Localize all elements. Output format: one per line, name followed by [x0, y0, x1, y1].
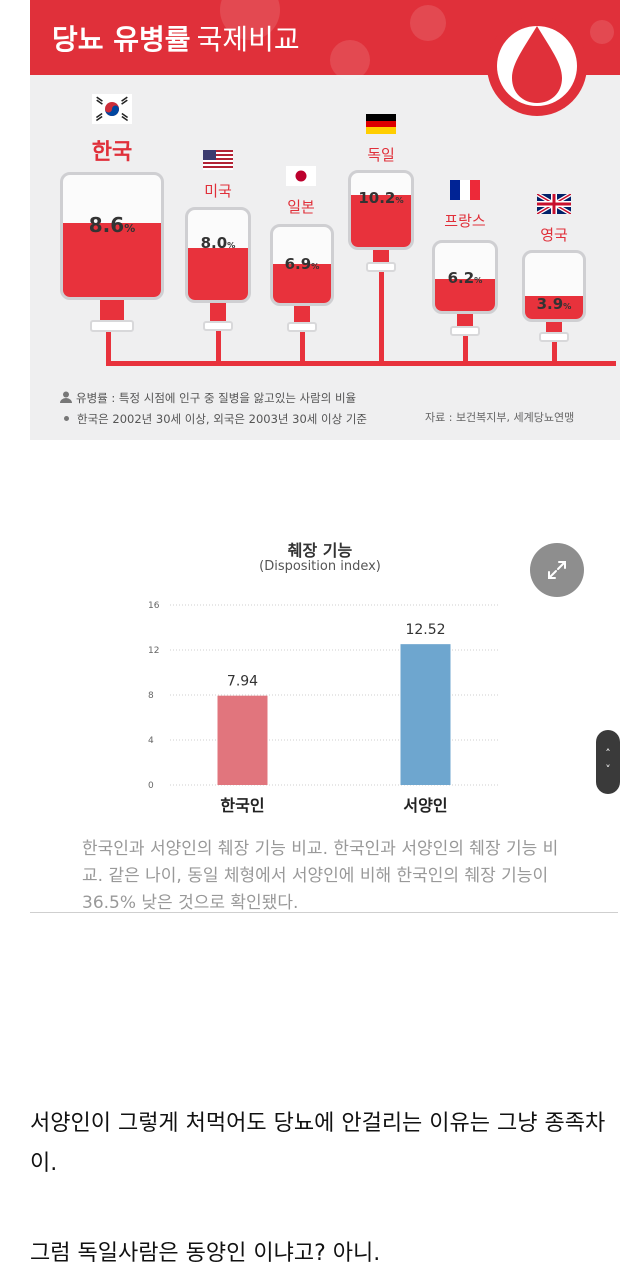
bag-neck	[210, 303, 226, 323]
x-category-label: 한국인	[220, 796, 264, 815]
pipe-segment	[463, 336, 468, 362]
value-label-germany: 10.2%	[358, 189, 404, 207]
bag-fill	[435, 279, 495, 311]
bag-neck	[100, 300, 124, 322]
korea-flag-icon	[92, 94, 132, 124]
note-definition: 유병률 : 특정 시점에 인구 중 질병을 앓고있는 사람의 비율	[60, 388, 367, 409]
bag-neck	[457, 314, 473, 328]
infographic-notes: 유병률 : 특정 시점에 인구 중 질병을 앓고있는 사람의 비율 한국은 20…	[60, 388, 367, 430]
expand-icon	[548, 561, 566, 579]
pipe-segment	[300, 332, 305, 362]
france-flag-icon	[450, 180, 480, 200]
bag-cap	[450, 326, 480, 336]
country-name-france: 프랑스	[444, 212, 486, 230]
blood-bag-usa: 8.0%	[185, 207, 251, 303]
usa-flag-icon	[203, 150, 233, 170]
uk-flag-icon	[537, 194, 571, 214]
chart-caption: 한국인과 서양인의 췌장 기능 비교. 한국인과 서양인의 췌장 기능 비교. …	[82, 839, 559, 913]
bar-korean	[217, 695, 268, 785]
infographic-source: 자료 : 보건복지부, 세계당뇨연맹	[425, 411, 575, 424]
connecting-pipe	[106, 361, 616, 366]
value-label-uk: 3.9%	[536, 295, 572, 313]
bag-fill	[273, 264, 331, 303]
diabetes-prevalence-infographic: 당뇨 유병률 국제비교 한국 8.6% 미국	[30, 0, 620, 440]
country-name-korea: 한국	[91, 140, 133, 165]
blood-bag-france: 6.2%	[432, 240, 498, 314]
chart-subtitle: (Disposition index)	[259, 559, 381, 574]
bag-neck	[373, 250, 389, 264]
bag-fill	[188, 248, 248, 300]
blood-drop-icon	[487, 16, 587, 116]
pipe-segment	[379, 272, 384, 362]
title-main: 당뇨 유병률	[52, 23, 191, 56]
pipe-segment	[106, 332, 111, 362]
bar-western	[400, 644, 451, 785]
y-tick-label: 0	[148, 781, 154, 791]
value-label-usa: 8.0%	[200, 234, 236, 252]
bag-neck	[546, 322, 562, 334]
x-category-label: 서양인	[403, 796, 447, 815]
pancreas-function-chart: 0 4 8 12 16 7.94 한국인 12.52 서양인 췌장 기능 (Dispositio…	[130, 525, 510, 825]
value-label-japan: 6.9%	[284, 255, 320, 273]
scroll-up-button[interactable]: ˄	[605, 747, 611, 760]
y-tick-label: 8	[148, 691, 154, 701]
pipe-segment	[552, 342, 557, 362]
bar-value-label: 12.52	[405, 622, 445, 638]
value-label-france: 6.2%	[447, 269, 483, 287]
body-paragraph-1: 서양인이 그렇게 처먹어도 당뇨에 안걸리는 이유는 그냥 종족차이.	[30, 1111, 606, 1176]
y-tick-label: 4	[148, 736, 154, 746]
note-basis: 한국은 2002년 30세 이상, 외국은 2003년 30세 이상 기준	[60, 409, 367, 430]
title-sub: 국제비교	[196, 23, 300, 56]
bag-cap	[366, 262, 396, 272]
bag-cap	[287, 322, 317, 332]
bag-fill	[63, 223, 161, 297]
country-name-uk: 영국	[540, 226, 568, 244]
blood-bag-uk: 3.9%	[522, 250, 586, 322]
pipe-segment	[216, 331, 221, 362]
country-name-germany: 독일	[367, 146, 395, 164]
caption-divider	[30, 912, 618, 913]
blood-bag-japan: 6.9%	[270, 224, 334, 306]
scroll-down-button[interactable]: ˅	[605, 763, 611, 776]
germany-flag-icon	[366, 114, 396, 134]
bag-fill	[525, 296, 583, 319]
expand-button[interactable]	[530, 543, 584, 597]
country-name-japan: 일본	[287, 198, 315, 216]
bag-cap	[203, 321, 233, 331]
body-paragraph-2: 그럼 독일사람은 동양인 이냐고? 아니.	[30, 1241, 381, 1266]
chart-canvas: 0 4 8 12 16 7.94 한국인 12.52 서양인	[148, 601, 500, 815]
bullet-icon	[64, 416, 69, 421]
bag-fill	[351, 195, 411, 247]
bag-neck	[294, 306, 310, 324]
chart-title: 췌장 기능	[287, 541, 353, 560]
country-name-usa: 미국	[204, 182, 232, 200]
bar-value-label: 7.94	[227, 674, 258, 690]
scroll-control[interactable]: ˄ ˅	[596, 730, 620, 794]
y-tick-label: 12	[148, 646, 159, 656]
blood-bag-germany: 10.2%	[348, 170, 414, 250]
bag-cap	[539, 332, 569, 342]
person-icon	[60, 391, 72, 403]
value-label-korea: 8.6%	[88, 213, 136, 237]
infographic-title: 당뇨 유병률 국제비교	[52, 18, 300, 58]
bag-cap	[90, 320, 134, 332]
japan-flag-icon	[286, 166, 316, 186]
y-tick-label: 16	[148, 601, 160, 611]
blood-bag-korea: 8.6%	[60, 172, 164, 300]
